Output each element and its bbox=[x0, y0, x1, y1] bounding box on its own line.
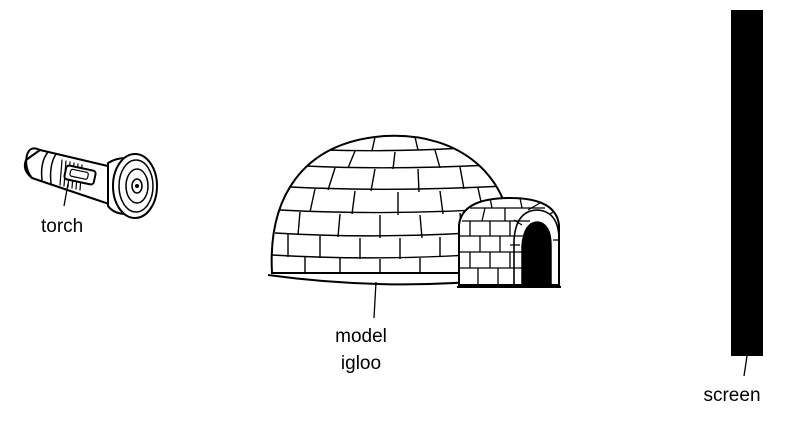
torch-leader-line bbox=[63, 183, 69, 207]
model-igloo-drawing bbox=[267, 134, 561, 288]
model-igloo-leader-line bbox=[373, 281, 377, 319]
screen-label: screen bbox=[703, 385, 760, 406]
model-igloo-label-line2: igloo bbox=[341, 353, 381, 374]
torch-drawing bbox=[23, 147, 158, 219]
screen-leader-line bbox=[743, 355, 748, 377]
model-igloo-label: model bbox=[335, 326, 387, 347]
screen-drawing bbox=[731, 10, 763, 356]
torch-label: torch bbox=[41, 216, 83, 237]
